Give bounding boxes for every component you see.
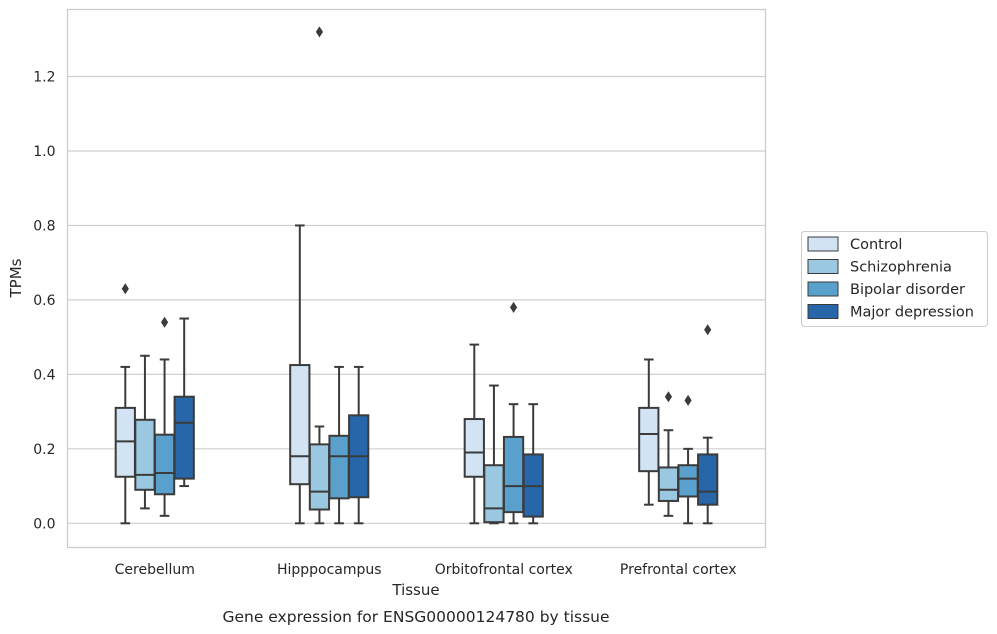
box-iqr (328, 434, 350, 500)
x-tick-label: Hipppocampus (277, 562, 382, 578)
x-tick-label: Orbitofrontal cortex (435, 562, 573, 578)
legend-label: Major depression (850, 305, 974, 321)
box-1-1 (308, 26, 331, 525)
y-tick-label: 1.2 (33, 70, 55, 86)
y-tick-label: 0.8 (33, 218, 55, 234)
box-2-1 (328, 365, 350, 525)
y-axis-title: TPMs (7, 258, 25, 298)
x-axis-title: Tissue (391, 581, 439, 599)
outlier-point (315, 26, 324, 38)
boxes-layer (114, 26, 719, 525)
y-tick-label: 0.2 (33, 442, 55, 458)
box-iqr (289, 364, 311, 486)
box-0-3 (638, 358, 660, 506)
legend-label: Control (850, 237, 902, 253)
box-0-1 (289, 224, 311, 525)
chart-caption: Gene expression for ENSG00000124780 by t… (222, 608, 609, 626)
box-0-0 (114, 283, 136, 525)
x-tick-label: Prefrontal cortex (620, 562, 737, 578)
y-tick-label: 0.0 (33, 516, 55, 532)
y-tick-label: 1.0 (33, 144, 55, 160)
box-iqr (463, 418, 485, 478)
outlier-point (160, 316, 169, 328)
outlier-point (664, 391, 673, 403)
outlier-point (509, 301, 518, 313)
box-2-0 (153, 316, 176, 517)
box-1-0 (134, 354, 156, 510)
legend-frame (801, 231, 988, 327)
legend-swatch (807, 281, 839, 297)
y-tick-label: 0.6 (33, 293, 55, 309)
box-iqr (308, 443, 331, 511)
legend-swatch (807, 236, 839, 252)
legend-label: Bipolar disorder (850, 282, 965, 298)
plot-frame (66, 8, 767, 549)
legend-label: Schizophrenia (850, 260, 952, 276)
box-iqr (657, 466, 680, 502)
box-3-1 (348, 365, 370, 525)
box-iqr (677, 464, 699, 498)
legend-swatch (807, 259, 839, 274)
outlier-point (684, 394, 692, 406)
box-2-2 (502, 301, 525, 525)
box-3-3 (697, 324, 719, 525)
x-tick-label: Cerebellum (115, 562, 195, 578)
box-iqr (638, 406, 660, 473)
x-tick-labels: Cerebellum Hipppocampus Orbitofrontal cort… (115, 562, 737, 578)
outlier-point (121, 283, 129, 295)
box-iqr (173, 395, 195, 480)
legend-swatch (807, 304, 839, 319)
outlier-point (704, 324, 712, 336)
box-3-2 (522, 403, 544, 525)
box-iqr (153, 433, 176, 496)
box-iqr (502, 435, 525, 514)
box-2-3 (677, 394, 699, 525)
box-0-2 (463, 343, 485, 525)
y-tick-label: 0.4 (33, 367, 55, 383)
legend: Control Schizophrenia Bipolar disorder Majo… (801, 231, 988, 327)
box-iqr (697, 453, 719, 506)
box-iqr (134, 418, 156, 491)
box-3-0 (173, 317, 195, 488)
box-1-3 (657, 391, 680, 517)
box-1-2 (483, 384, 505, 525)
y-tick-labels: 0.0 0.2 0.4 0.6 0.8 1.0 1.2 (33, 70, 55, 533)
box-iqr (483, 464, 505, 524)
